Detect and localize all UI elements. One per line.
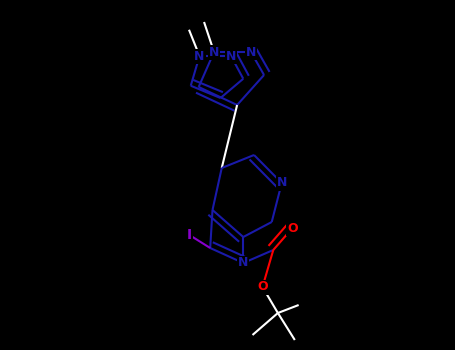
Text: N: N	[226, 49, 236, 63]
Text: N: N	[277, 176, 287, 189]
Text: O: O	[257, 280, 268, 294]
Text: N: N	[194, 49, 205, 63]
Text: N: N	[246, 46, 256, 58]
Text: N: N	[238, 257, 248, 270]
Text: I: I	[187, 228, 192, 242]
Text: O: O	[287, 222, 298, 235]
Text: N: N	[209, 46, 219, 58]
